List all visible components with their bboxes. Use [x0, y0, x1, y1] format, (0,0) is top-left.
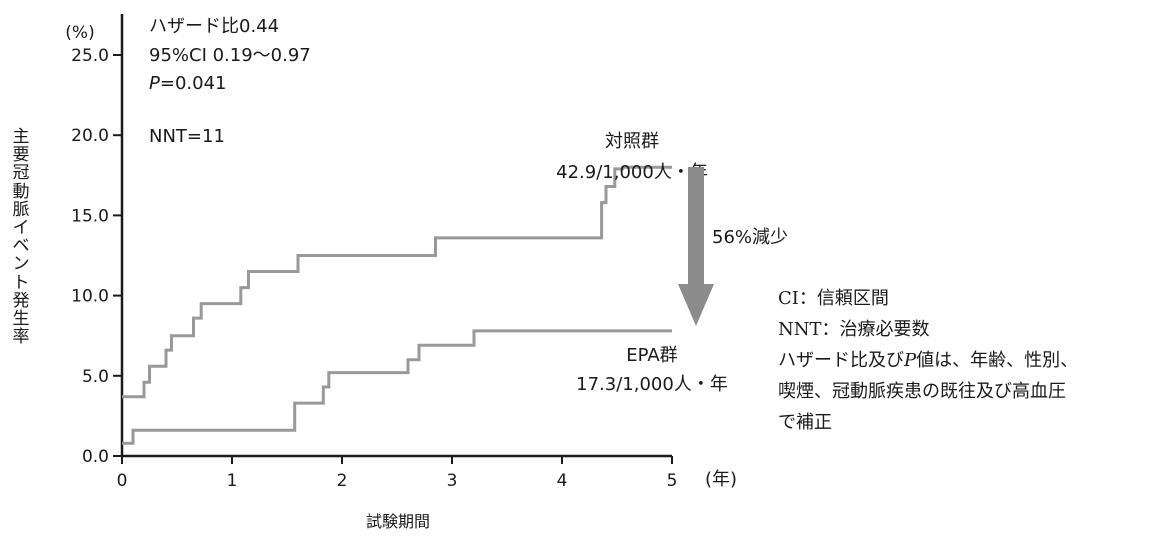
footnotes: CI：信頼区間 NNT：治療必要数 ハザード比及びP値は、年齢、性別、 喫煙、冠… [778, 283, 1150, 438]
y-tick-label: 5.0 [82, 367, 109, 387]
x-tick-label: 4 [557, 471, 568, 491]
note-adjustment-line2: 喫煙、冠動脈疾患の既往及び高血圧 [778, 381, 1066, 402]
nnt-value: NNT=11 [149, 126, 225, 147]
control-group-label: 対照群 [605, 131, 659, 152]
y-tick-label: 25.0 [71, 46, 109, 66]
x-tick-label: 0 [117, 471, 128, 491]
reduction-arrow-head [678, 284, 714, 326]
y-axis-title: 主要冠動脈イベント発生率 [12, 127, 30, 348]
note-adjustment-pre: ハザード比及び [778, 350, 904, 371]
reduction-arrow-shaft [688, 167, 704, 284]
p-letter: P [149, 73, 160, 94]
x-tick-label: 3 [447, 471, 458, 491]
y-axis-ticks: 0.0 5.0 10.0 15.0 20.0 25.0 [71, 46, 122, 467]
note-adjustment-line1: ハザード比及びP値は、年齢、性別、 [778, 345, 1150, 376]
y-tick-label: 0.0 [82, 447, 109, 467]
epa-group-rate: 17.3/1,000人・年 [576, 374, 728, 395]
x-tick-label: 5 [667, 471, 678, 491]
y-unit-label: (%) [65, 23, 94, 43]
reduction-label: 56%減少 [712, 227, 788, 248]
p-value: P=0.041 [149, 73, 226, 94]
y-tick-label: 10.0 [71, 287, 109, 307]
x-tick-label: 2 [337, 471, 348, 491]
y-tick-label: 20.0 [71, 126, 109, 146]
y-tick-label: 15.0 [71, 206, 109, 226]
series-lines [122, 165, 672, 445]
x-axis-title: 試験期間 [366, 512, 430, 531]
reduction-arrow [678, 167, 714, 326]
control-group-rate: 42.9/1,000人・年 [556, 162, 708, 183]
epa-group-line [122, 329, 672, 445]
note-nnt-definition: NNT：治療必要数 [778, 319, 930, 340]
x-axis-ticks: 0 1 2 3 4 5 [117, 456, 678, 491]
hazard-ratio: ハザード比0.44 [149, 16, 279, 37]
x-unit-label: (年) [705, 469, 737, 490]
p-value-number: =0.041 [160, 73, 227, 94]
note-adjustment-line3: で補正 [778, 412, 832, 433]
x-tick-label: 1 [227, 471, 238, 491]
note-adjustment-p: P [904, 350, 917, 371]
control-group-line [122, 165, 672, 399]
epa-group-label: EPA群 [626, 345, 677, 366]
note-adjustment-post: 値は、年齢、性別、 [916, 350, 1079, 371]
note-ci-definition: CI：信頼区間 [778, 288, 889, 309]
confidence-interval: 95%CI 0.19～0.97 [149, 45, 311, 66]
axes [120, 14, 672, 458]
